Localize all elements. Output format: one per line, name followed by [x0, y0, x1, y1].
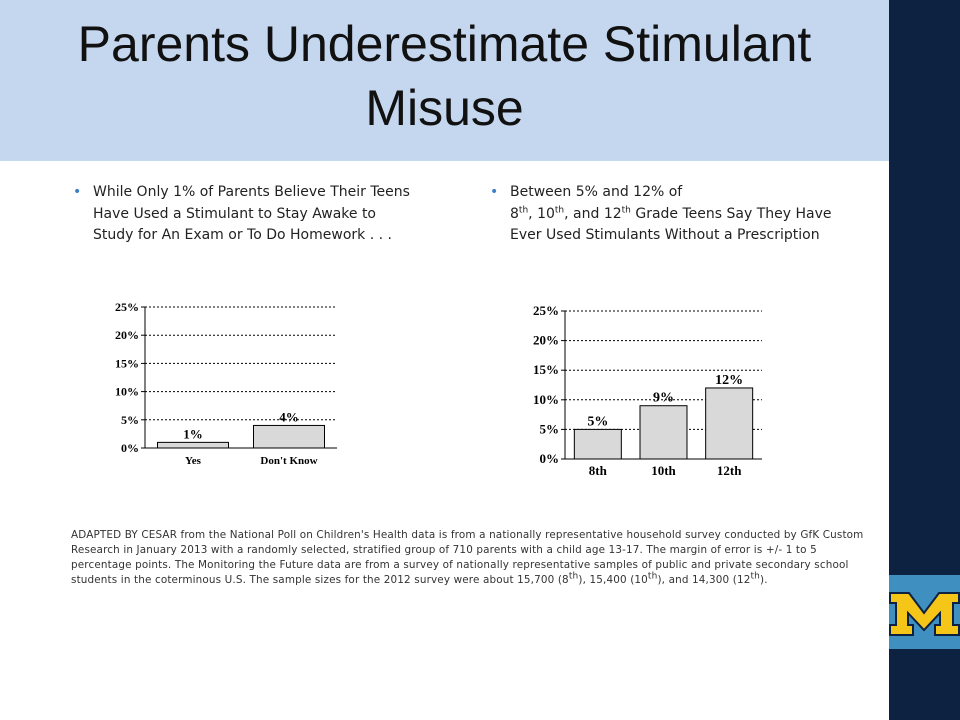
y-tick-label: 15% — [115, 356, 139, 370]
bullet-parents: • While Only 1% of Parents Believe Their… — [73, 182, 413, 247]
ordinal-suffix: th — [647, 571, 658, 582]
bullet-icon: • — [73, 184, 82, 200]
teen-use-chart: 0% 5% 10% 15% 20% 25% 5% 8th 9% 10th 12% 12th — [533, 303, 762, 478]
data-label: 1% — [183, 426, 203, 441]
separator: , and — [564, 205, 604, 222]
data-label: 9% — [653, 391, 674, 406]
title-band — [0, 0, 889, 161]
bar — [705, 387, 754, 460]
separator: , — [528, 205, 538, 222]
x-tick-label: Yes — [185, 455, 202, 467]
ordinal-suffix: th — [750, 571, 761, 582]
footnote-text: ADAPTED BY CESAR from the National Poll … — [71, 529, 864, 586]
source-footnote: ADAPTED BY CESAR from the National Poll … — [71, 528, 871, 588]
footnote-text: ). — [760, 574, 768, 586]
ordinal-suffix: th — [621, 204, 631, 215]
parents-belief-chart: 0% 5% 10% 15% 20% 25% 1% Yes 4% Don't Know — [115, 300, 337, 467]
bar — [639, 405, 688, 460]
grade-8: 8 — [510, 205, 519, 222]
bar — [253, 424, 325, 449]
y-tick-label: 10% — [115, 385, 139, 399]
grade-12: 12 — [603, 205, 622, 222]
x-tick-label: 12th — [717, 463, 742, 478]
data-label: 5% — [587, 414, 608, 429]
y-tick-label: 15% — [533, 362, 559, 377]
bar — [157, 441, 229, 449]
block-m-shape — [889, 592, 960, 636]
ordinal-suffix: th — [568, 571, 579, 582]
bullet-parents-text: While Only 1% of Parents Believe Their T… — [93, 184, 410, 243]
x-tick-label: 10th — [651, 463, 676, 478]
y-tick-label: 5% — [121, 413, 139, 427]
ordinal-suffix: th — [518, 204, 529, 215]
bullet-icon: • — [490, 184, 499, 200]
slide-title-line-2: Misuse — [365, 80, 524, 136]
block-m-icon — [889, 592, 960, 636]
grade-10: 10 — [537, 205, 555, 222]
ordinal-suffix: th — [554, 204, 565, 215]
y-tick-label: 25% — [115, 300, 139, 314]
y-tick-label: 0% — [121, 441, 139, 455]
bullet-teens-prefix: Between 5% and 12% of — [510, 184, 683, 200]
y-tick-label: 10% — [533, 392, 559, 407]
data-label: 4% — [279, 409, 299, 424]
university-block-m-logo — [889, 575, 960, 649]
bar — [573, 428, 622, 460]
data-label: 12% — [715, 373, 743, 388]
y-tick-label: 25% — [533, 303, 559, 318]
slide-title-line-1: Parents Underestimate Stimulant — [77, 16, 812, 72]
bullet-teens: • Between 5% and 12% of 8th, 10th, and 1… — [490, 182, 840, 247]
footnote-text: ), and 14,300 (12 — [657, 574, 751, 586]
x-tick-label: 8th — [589, 463, 608, 478]
y-tick-label: 0% — [540, 451, 560, 466]
bullet-teens-rest: Grade Teens Say They Have Ever Used Stim… — [510, 205, 832, 244]
footnote-text: ), 15,400 (10 — [578, 574, 648, 586]
x-tick-label: Don't Know — [260, 455, 317, 467]
slide-title: Parents Underestimate Stimulant Misuse — [0, 12, 889, 140]
y-tick-label: 5% — [540, 421, 560, 436]
y-tick-label: 20% — [533, 333, 559, 348]
y-tick-label: 20% — [115, 328, 139, 342]
